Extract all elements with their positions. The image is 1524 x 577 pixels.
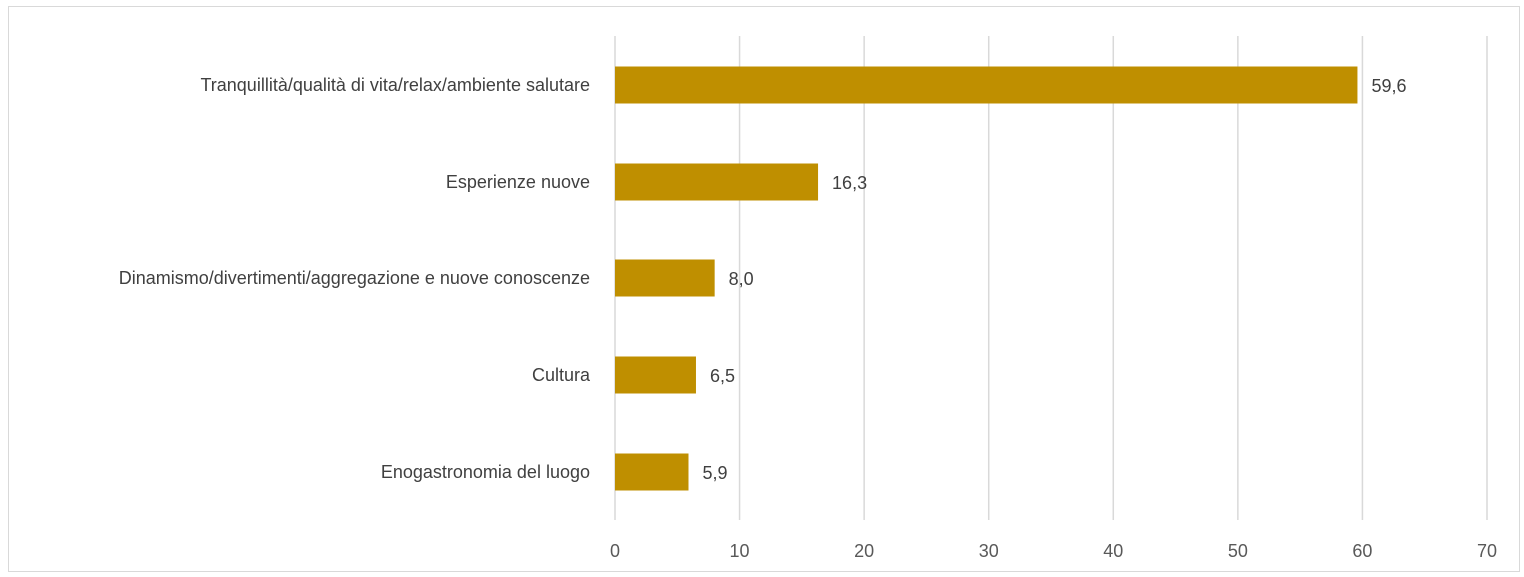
bar <box>615 453 689 491</box>
gridlines <box>614 36 1488 520</box>
x-tick-label: 30 <box>979 541 999 561</box>
bar <box>615 66 1358 104</box>
bar <box>615 259 715 297</box>
x-tick-label: 10 <box>730 541 750 561</box>
category-labels: Tranquillità/qualità di vita/relax/ambie… <box>119 75 591 482</box>
x-tick-label: 70 <box>1477 541 1497 561</box>
x-tick-label: 60 <box>1352 541 1372 561</box>
x-axis-tick-labels: 0 10 20 30 40 50 60 70 <box>610 541 1497 561</box>
category-label: Esperienze nuove <box>446 172 590 192</box>
data-labels: 59,6 16,3 8,0 6,5 5,9 <box>702 76 1406 483</box>
data-label: 5,9 <box>702 463 727 483</box>
x-tick-label: 20 <box>854 541 874 561</box>
bars <box>615 66 1358 491</box>
data-label: 16,3 <box>832 173 867 193</box>
x-tick-label: 50 <box>1228 541 1248 561</box>
data-label: 6,5 <box>710 366 735 386</box>
bar <box>615 356 696 394</box>
category-label: Enogastronomia del luogo <box>381 462 590 482</box>
x-tick-label: 0 <box>610 541 620 561</box>
category-label: Cultura <box>532 365 591 385</box>
category-label: Dinamismo/divertimenti/aggregazione e nu… <box>119 268 590 288</box>
x-tick-label: 40 <box>1103 541 1123 561</box>
category-label: Tranquillità/qualità di vita/relax/ambie… <box>200 75 590 95</box>
bar <box>615 163 819 201</box>
data-label: 59,6 <box>1371 76 1406 96</box>
data-label: 8,0 <box>729 269 754 289</box>
